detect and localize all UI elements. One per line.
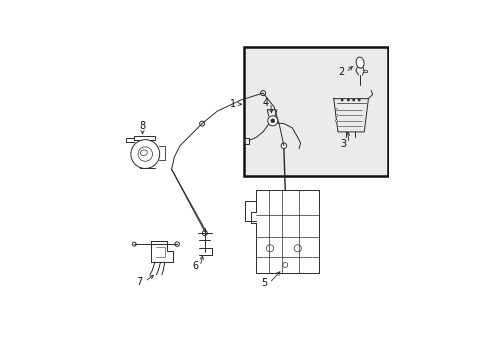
Circle shape [138,147,152,161]
Circle shape [270,119,274,123]
Circle shape [352,99,354,101]
Text: 1: 1 [229,99,235,109]
Circle shape [267,116,277,126]
Text: 4: 4 [262,98,268,108]
Ellipse shape [140,150,147,156]
Circle shape [281,143,286,149]
Circle shape [199,121,204,126]
Circle shape [260,91,265,96]
Circle shape [266,245,273,252]
Circle shape [282,262,287,267]
Text: 7: 7 [136,276,142,287]
Text: 6: 6 [192,261,198,271]
Ellipse shape [355,57,363,68]
Circle shape [131,140,160,168]
Circle shape [175,242,179,246]
Circle shape [202,231,207,235]
Text: 8: 8 [139,121,145,131]
Text: 3: 3 [340,139,346,149]
Circle shape [340,99,343,101]
Text: 2: 2 [337,67,344,77]
Circle shape [357,99,360,101]
Circle shape [293,245,301,252]
Circle shape [132,242,136,246]
Bar [243,48,387,176]
Circle shape [335,120,337,122]
Text: 5: 5 [261,278,267,288]
Circle shape [335,114,337,116]
Circle shape [346,99,349,101]
Circle shape [335,109,337,111]
